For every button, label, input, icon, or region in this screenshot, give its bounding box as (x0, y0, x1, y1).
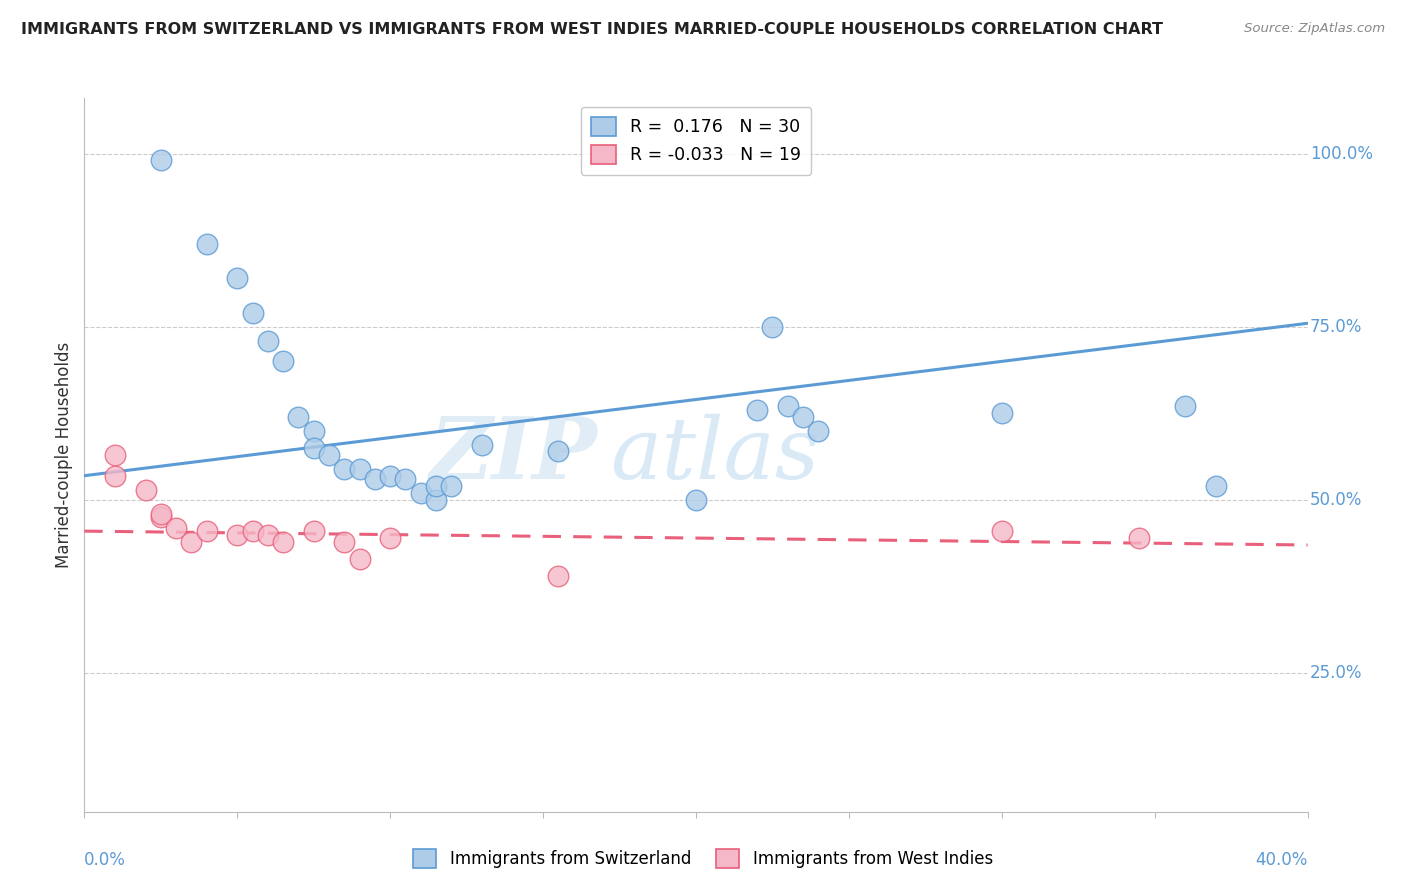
Point (747, 403, 769, 417)
Point (425, 492, 447, 507)
Point (271, 354, 294, 368)
Point (807, 424, 830, 438)
Point (991, 524, 1014, 538)
Point (1128, 531, 1150, 545)
Point (149, 153, 172, 168)
Text: ZIP: ZIP (430, 413, 598, 497)
Point (242, 524, 264, 538)
Point (149, 507, 172, 521)
Point (257, 527, 280, 541)
Point (425, 479, 447, 493)
Point (440, 479, 463, 493)
Point (792, 409, 814, 424)
Point (104, 448, 127, 462)
Point (257, 334, 280, 348)
Point (180, 534, 202, 549)
Point (380, 468, 402, 483)
Point (271, 534, 294, 549)
Point (685, 492, 707, 507)
Point (149, 510, 172, 524)
Point (226, 271, 249, 285)
Point (547, 569, 569, 583)
Point (302, 524, 325, 538)
Text: atlas: atlas (610, 414, 820, 496)
Text: 25.0%: 25.0% (1310, 665, 1362, 682)
Text: 50.0%: 50.0% (1310, 491, 1362, 509)
Point (991, 406, 1014, 420)
Point (547, 444, 569, 458)
Point (333, 462, 356, 476)
Point (761, 319, 783, 334)
Point (349, 462, 371, 476)
Point (195, 236, 218, 251)
Legend: R =  0.176   N = 30, R = -0.033   N = 19: R = 0.176 N = 30, R = -0.033 N = 19 (581, 107, 811, 175)
Point (394, 472, 416, 486)
Point (349, 552, 371, 566)
Point (165, 521, 187, 535)
Legend: Immigrants from Switzerland, Immigrants from West Indies: Immigrants from Switzerland, Immigrants … (406, 843, 1000, 875)
Point (380, 531, 402, 545)
Point (1174, 400, 1197, 414)
Point (776, 400, 799, 414)
Text: 75.0%: 75.0% (1310, 318, 1362, 335)
Point (287, 409, 309, 424)
Point (409, 486, 432, 500)
Text: 100.0%: 100.0% (1310, 145, 1374, 162)
Point (364, 472, 387, 486)
Point (226, 527, 249, 541)
Point (242, 306, 264, 320)
Text: 40.0%: 40.0% (1256, 851, 1308, 869)
Point (302, 424, 325, 438)
Point (104, 468, 127, 483)
Text: 0.0%: 0.0% (84, 851, 127, 869)
Point (302, 441, 325, 455)
Text: Source: ZipAtlas.com: Source: ZipAtlas.com (1244, 22, 1385, 36)
Point (1205, 479, 1227, 493)
Point (318, 448, 340, 462)
Point (471, 437, 494, 451)
Point (195, 524, 218, 538)
Text: IMMIGRANTS FROM SWITZERLAND VS IMMIGRANTS FROM WEST INDIES MARRIED-COUPLE HOUSEH: IMMIGRANTS FROM SWITZERLAND VS IMMIGRANT… (21, 22, 1163, 37)
Point (333, 534, 356, 549)
Point (135, 483, 157, 497)
Y-axis label: Married-couple Households: Married-couple Households (55, 342, 73, 568)
